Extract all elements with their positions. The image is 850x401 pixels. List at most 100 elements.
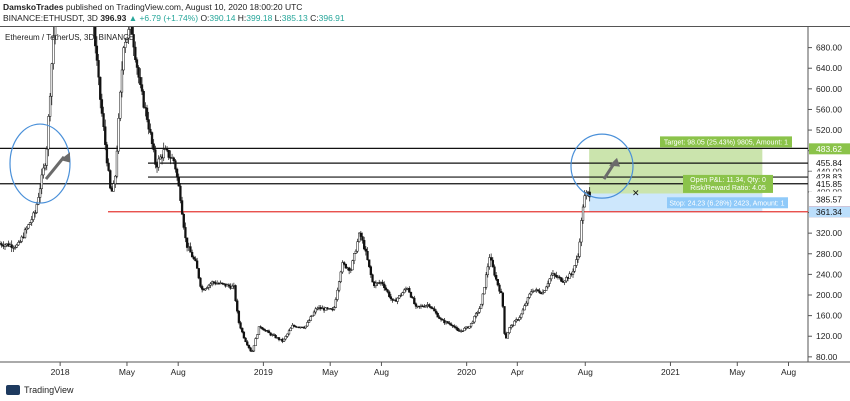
last-price: 396.93 [100,13,127,23]
open-value: 390.14 [209,13,236,23]
candle-body [48,95,52,117]
candle-body [565,277,568,282]
candle-body [35,204,38,213]
candle-body [336,289,339,300]
candle-body [174,160,177,170]
x-tick-label: 2021 [661,367,680,377]
x-tick-label: Aug [171,367,186,377]
candle-body [269,332,272,336]
candle-body [476,311,479,314]
highlight-circle-right [570,133,634,199]
trend-arrow-right [602,162,616,180]
tradingview-logo[interactable]: TradingView [6,385,74,395]
open-label: O: [200,13,210,23]
candle-body [560,277,563,282]
candle-body [209,283,212,286]
candle-body [588,191,591,198]
candle-body [234,285,237,302]
candle-body [358,232,361,242]
candle-body [456,327,459,331]
author-name[interactable]: DamskoTrades [3,2,64,12]
candle-body [573,265,576,272]
chart-area[interactable]: 80.00 120.00 160.00 200.00 240.00 280.00 320.0… [0,26,850,381]
target-label-text: Target: 98.05 (25.43%) 9805, Amount: 1 [664,139,788,146]
candle-body [364,248,368,252]
plot-group: ✕ Target: 98.05 (25.43%) 9805, Amount: 1 O… [0,27,808,353]
candle-body [267,330,271,334]
candle-body [545,286,548,291]
top-info-bar: DamskoTrades published on TradingView.co… [0,0,850,26]
y-tick-label: 680.00 [816,43,842,53]
candle-body [361,236,364,241]
candle-body [30,219,33,223]
candle-body [18,241,22,243]
candle-body [332,307,336,310]
candle-body [491,259,494,268]
candle-body [371,274,374,283]
candle-body [381,281,384,285]
candle-body [284,336,287,340]
candle-body [438,316,441,319]
candle-body [383,283,386,289]
candle-body [25,227,28,231]
candle-body [413,297,416,305]
candle-body [241,327,244,333]
candle-body [304,325,307,329]
y-tick-label: 440.00 [816,166,842,176]
candle-body [575,259,578,266]
price-badge-label: 455.84 [816,158,842,168]
candle-body [3,244,7,247]
candle-body [239,322,242,329]
candle-body [486,266,489,276]
candle-body [359,232,362,237]
candle-body [137,67,140,78]
ohlc-line: BINANCE:ETHUSDT, 3D 396.93 ▲ +6.79 (+1.7… [3,13,345,23]
candle-body [140,84,144,92]
candle-body [100,99,104,114]
candle-body [500,290,503,294]
candle-body [256,334,259,339]
candle-body [167,149,170,158]
candle-body [448,322,451,325]
candle-body [441,319,444,321]
candle-body [277,337,281,340]
stop-label-bg [667,197,788,209]
candle-body [244,337,247,343]
candle-body [471,321,474,324]
candle-body [105,144,109,164]
x-tick-label: 2020 [457,367,476,377]
candle-body [165,148,169,151]
candle-body [254,338,257,346]
candle-body [204,288,207,291]
candle-body [99,76,102,100]
candle-body [356,241,359,252]
candle-body [180,200,184,215]
candle-body [347,267,351,271]
stop-label: Stop: 24.23 (6.28%) 2423, Amount: 1 [667,197,788,209]
trend-arrow-right-head [609,157,620,167]
candle-body [463,327,466,332]
candle-body [40,174,43,189]
x-tick-label: Aug [781,367,796,377]
candle-body [312,311,316,316]
candle-body [95,45,99,61]
candle-body [530,291,533,295]
candle-body [43,165,47,169]
candle-body [555,275,558,278]
candle-body [179,185,182,201]
risk-reward-text: Risk/Reward Ratio: 4.05 [690,185,766,192]
candle-body [282,338,286,342]
candle-body [38,188,42,198]
candle-body [23,229,27,238]
candle-body [506,332,510,339]
candle-body [563,280,566,283]
candle-body [369,266,373,275]
candle-body [33,212,37,214]
candle-body [429,306,433,309]
candle-body [474,313,478,317]
candle-body [94,27,97,47]
price-change: ▲ +6.79 (+1.74%) [128,13,199,23]
candle-body [334,299,337,308]
price-chart[interactable]: 80.00 120.00 160.00 200.00 240.00 280.00 320.0… [0,27,850,381]
candle-body [53,27,57,37]
